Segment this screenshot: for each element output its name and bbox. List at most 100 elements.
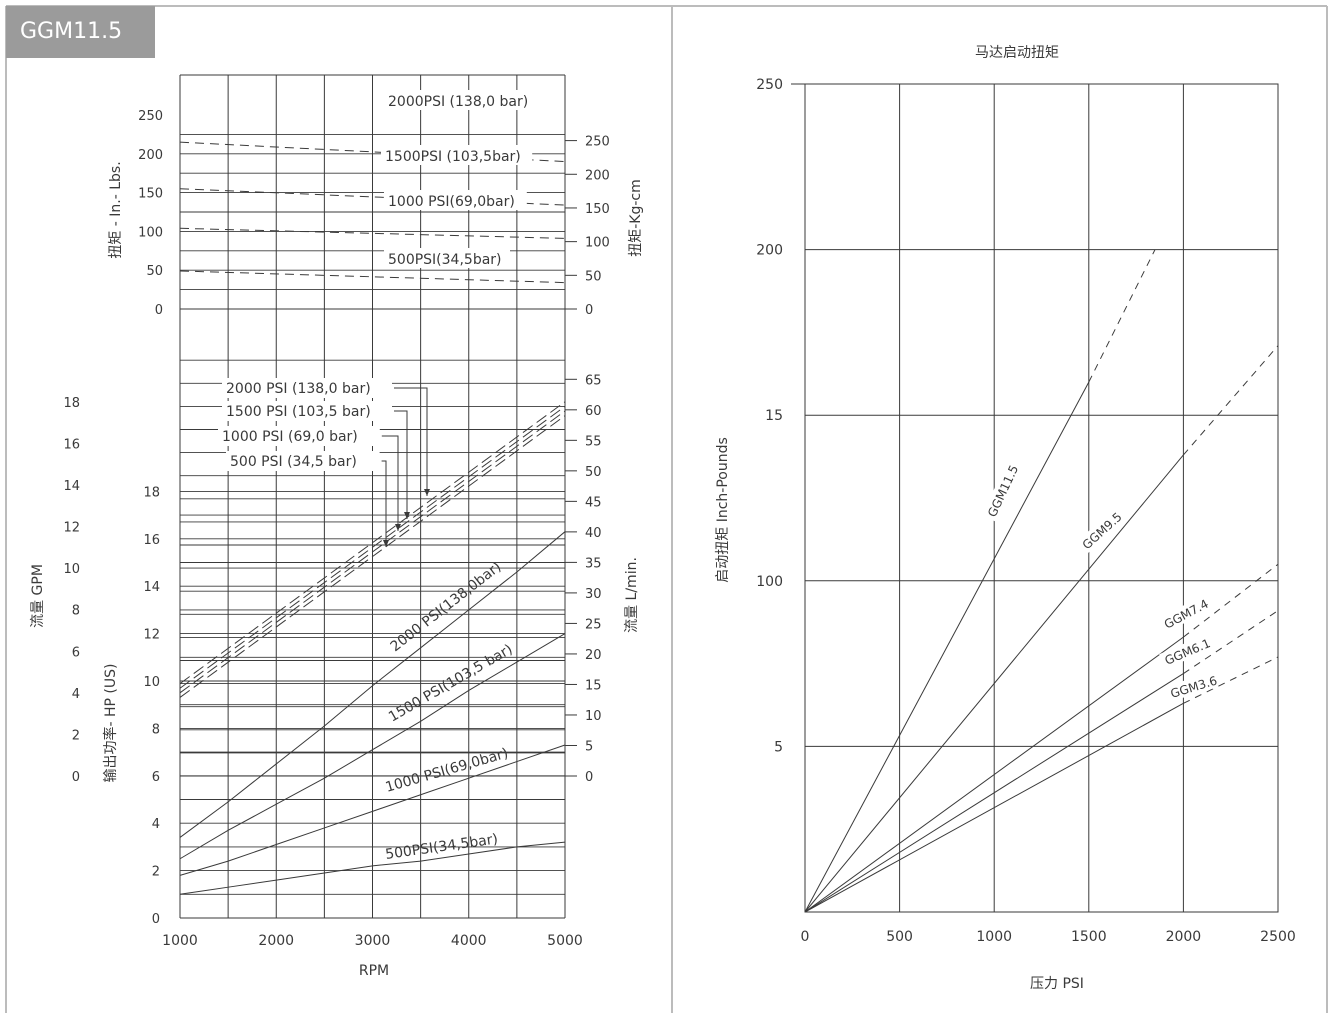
starting-torque-label: GGM9.5 [1080, 510, 1125, 553]
flow-legend-label: 500 PSI (34,5 bar) [230, 454, 357, 470]
torque-tick-left: 100 [138, 225, 163, 240]
starting-torque-extension [1183, 610, 1279, 674]
power-tick: 4 [152, 817, 160, 832]
torque-label-bg [384, 248, 510, 268]
power-series-line [179, 744, 566, 876]
power-tick: 14 [143, 580, 160, 595]
power-tick: 10 [143, 675, 160, 690]
flow-tick-left: 0 [72, 770, 80, 785]
flow-legend-leader [394, 387, 428, 496]
rpm-tick: 2000 [258, 933, 294, 949]
torque-label-bg [384, 90, 544, 110]
flow-tick-right: 50 [585, 465, 602, 480]
rpm-xlabel: RPM [359, 963, 389, 979]
power-tick: 12 [143, 628, 160, 643]
flow-ylabel-left: 流量 GPM [30, 564, 46, 628]
flow-tick-right: 65 [585, 373, 602, 388]
starting-torque-label-bg [1159, 635, 1210, 669]
pressure-tick: 0 [801, 929, 810, 945]
flow-tick-right: 60 [585, 404, 602, 419]
flow-tick-right: 40 [585, 526, 602, 541]
power-series-line [179, 633, 566, 860]
pressure-tick: 500 [886, 929, 913, 945]
flow-legend-bg [218, 426, 380, 446]
flow-legend-leader [394, 410, 408, 519]
starting-torque-label-bg [1165, 672, 1216, 702]
starting-torque-label-bg [1076, 510, 1123, 555]
torque-label-bg [384, 190, 527, 210]
flow-tick-right: 30 [585, 587, 602, 602]
torque-series-label: 1000 PSI(69,0bar) [388, 194, 515, 210]
torque-tick-left: 250 [138, 109, 163, 124]
torque-tick-right: 150 [585, 202, 610, 217]
flow-tick-left: 2 [72, 728, 80, 743]
torque-tick-left: 200 [138, 148, 163, 163]
flow-tick-left: 12 [63, 521, 80, 536]
flow-tick-left: 8 [72, 604, 80, 619]
rpm-tick: 1000 [162, 933, 198, 949]
flow-legend-label: 2000 PSI (138,0 bar) [226, 381, 371, 397]
flow-series-line [179, 405, 566, 689]
power-tick: 6 [152, 770, 160, 785]
starting-torque-label-bg [981, 464, 1021, 522]
flow-series-line [179, 415, 566, 698]
torque-ytick: 200 [756, 243, 783, 259]
rpm-tick: 4000 [451, 933, 487, 949]
flow-ylabel-right: 流量 L/min. [624, 557, 640, 633]
flow-tick-right: 5 [585, 739, 593, 754]
torque-ytick: 5 [774, 739, 783, 755]
torque-label-bg [381, 145, 533, 165]
rpm-tick: 5000 [547, 933, 583, 949]
starting-torque-line [804, 673, 1184, 913]
torque-ytick: 15 [765, 408, 783, 424]
flow-series-line [179, 401, 566, 685]
pressure-tick: 2000 [1166, 929, 1202, 945]
torque-ylabel-left: 扭矩 - In.- Lbs. [108, 161, 124, 258]
right-chart-title: 马达启动扭矩 [975, 45, 1059, 61]
right-plot-frame [804, 83, 1279, 913]
starting-torque-extension [1183, 656, 1279, 704]
flow-legend-bg [222, 401, 392, 421]
power-series-line [179, 841, 566, 895]
pressure-tick: 1500 [1071, 929, 1107, 945]
right-tick-labels: 0 500 1000 1500 2000 2500 250 200 15 100 5 [756, 77, 1296, 945]
torque-ylabel-right: 扭矩-Kg-cm [628, 179, 644, 257]
flow-tick-right: 15 [585, 678, 602, 693]
right-chart-xlabel: 压力 PSI [1030, 976, 1084, 992]
flow-tick-left: 4 [72, 687, 80, 702]
rpm-tick: 3000 [355, 933, 391, 949]
starting-torque-extension [1088, 249, 1156, 383]
starting-torque-line [804, 636, 1184, 913]
page-border [5, 5, 1328, 1013]
torque-tick-right: 50 [585, 269, 602, 284]
starting-torque-line [804, 454, 1184, 913]
torque-ytick: 100 [756, 574, 783, 590]
pressure-tick: 1000 [976, 929, 1012, 945]
torque-series-group: 2000PSI (138,0 bar) 1500PSI (103,5bar) 100… [179, 90, 566, 284]
right-grid [791, 83, 1279, 913]
starting-torque-extension [1183, 563, 1279, 638]
flow-legend-leader [381, 435, 399, 531]
torque-tick-right: 200 [585, 168, 610, 183]
left-tick-labels: 2502001501005002502001501005001816141210… [63, 109, 609, 949]
flow-legend-label: 1500 PSI (103,5 bar) [226, 404, 371, 420]
power-ylabel: 输出功率- HP (US) [102, 664, 119, 783]
flow-tick-right: 10 [585, 709, 602, 724]
flow-legend-arrowhead [404, 512, 410, 519]
flow-series-line [179, 410, 566, 694]
flow-tick-right: 20 [585, 648, 602, 663]
flow-tick-right: 55 [585, 434, 602, 449]
starting-torque-extension [1183, 345, 1279, 456]
flow-legend-bg [222, 378, 392, 398]
flow-legend-leader [381, 460, 387, 547]
flow-legend-arrowhead [395, 524, 401, 531]
model-tab: GGM11.5 [6, 6, 155, 58]
flow-legend-arrowhead [424, 489, 430, 496]
torque-ytick: 250 [756, 77, 783, 93]
flow-tick-right: 25 [585, 617, 602, 632]
power-tick: 16 [143, 533, 160, 548]
torque-series-label: 1500PSI (103,5bar) [385, 149, 521, 165]
flow-legend-arrowhead [383, 540, 389, 547]
flow-tick-left: 6 [72, 645, 80, 660]
